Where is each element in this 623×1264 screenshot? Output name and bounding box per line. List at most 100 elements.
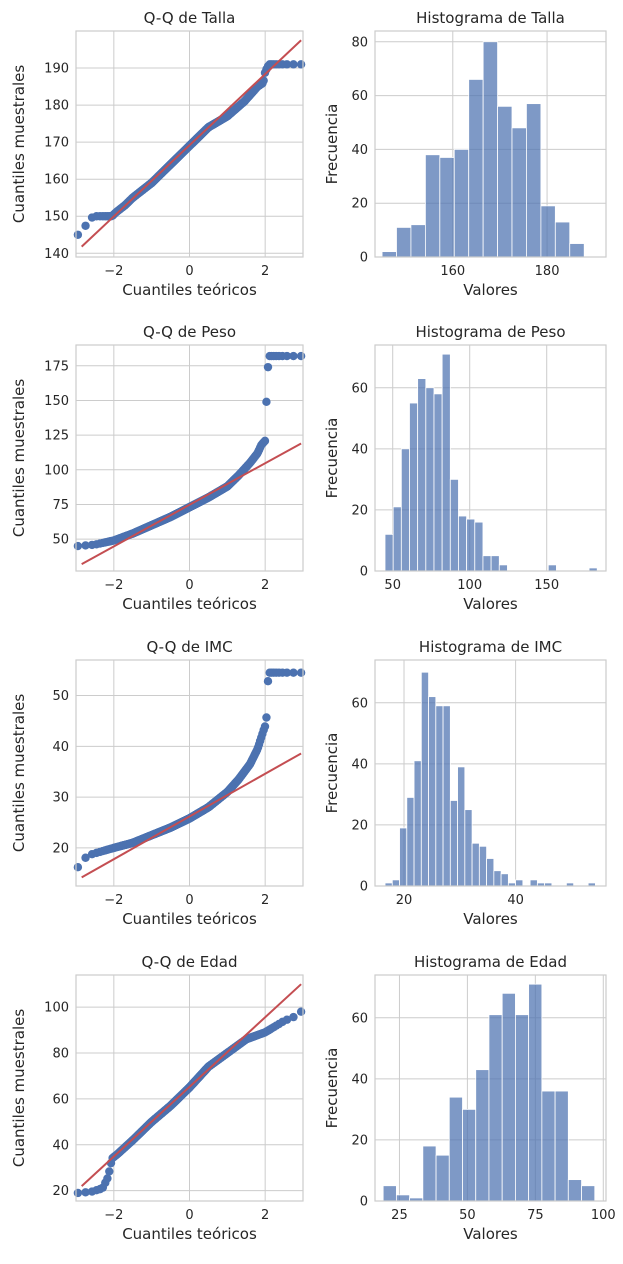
x-tick-label: 20 — [396, 893, 413, 908]
qq-point — [81, 541, 90, 550]
y-tick-label: 0 — [360, 1195, 368, 1210]
y-tick-label: 40 — [52, 1138, 69, 1153]
histogram-bar — [399, 827, 408, 887]
histogram-2: 50 100 150 0 20 40 60 Histograma de Peso Valores… — [323, 323, 607, 613]
histogram-bar — [540, 205, 556, 258]
histogram-bar — [515, 1014, 530, 1202]
x-tick-label: 50 — [459, 1208, 476, 1223]
histogram-bar — [464, 809, 473, 887]
y-tick-label: 60 — [351, 89, 368, 104]
y-tick-label: 170 — [44, 136, 69, 151]
x-axis-label: Cuantiles teóricos — [122, 595, 257, 613]
histogram-bar — [511, 127, 527, 258]
axes-frame — [374, 974, 607, 1202]
histogram-bar — [449, 800, 458, 887]
x-tick-label: 40 — [507, 893, 524, 908]
x-tick-label: −2 — [104, 264, 123, 279]
x-axis-label: Valores — [463, 281, 518, 299]
x-tick-label: −2 — [104, 578, 123, 593]
x-tick-label: 2 — [261, 578, 269, 593]
y-tick-label: 20 — [351, 818, 368, 833]
histogram-3: 20 40 0 20 40 60 Histograma de IMC Valores Frecu… — [323, 638, 607, 928]
y-axis-label: Cuantiles muestrales — [10, 694, 28, 853]
qq-point — [263, 676, 273, 686]
y-tick-label: 0 — [360, 880, 368, 895]
y-tick-label: 125 — [44, 429, 69, 444]
y-tick-label: 60 — [351, 696, 368, 711]
histogram-bar — [409, 402, 419, 572]
qq-point — [289, 1012, 298, 1022]
reference-line — [81, 752, 302, 879]
qq-point — [260, 436, 270, 446]
qq-point — [81, 853, 90, 862]
histogram-bar — [391, 879, 400, 887]
y-tick-label: 40 — [52, 740, 69, 755]
histogram-1: 160 180 0 20 40 60 80 Histograma de Talla Valore… — [323, 9, 607, 299]
y-tick-label: 100 — [44, 1001, 69, 1016]
histogram-bar — [547, 564, 557, 572]
histogram-bar — [392, 506, 402, 572]
x-tick-label: 0 — [185, 264, 193, 279]
qq-point — [262, 397, 271, 407]
histogram-bar — [478, 845, 487, 887]
histogram-bar — [413, 760, 422, 887]
histogram-bar — [441, 353, 451, 572]
y-tick-label: 100 — [44, 463, 69, 478]
histogram-bar — [554, 1090, 569, 1202]
histogram-bar — [428, 696, 437, 887]
y-tick-label: 75 — [52, 498, 69, 513]
qq-point — [296, 1007, 306, 1016]
x-tick-label: 150 — [534, 578, 559, 593]
histogram-bar — [541, 1090, 556, 1202]
histogram-bar — [420, 671, 429, 887]
qq-plot-4: −2 0 2 20 40 60 80 100 Q-Q de Edad Cuantiles teór… — [10, 953, 306, 1243]
histogram-bars — [381, 41, 585, 258]
histogram-bar — [462, 1108, 477, 1202]
histogram-bar — [569, 243, 585, 258]
histogram-bar — [382, 1185, 397, 1202]
qq-point — [296, 351, 306, 361]
chart-title: Histograma de IMC — [419, 638, 562, 656]
chart-title: Histograma de Edad — [414, 953, 567, 971]
chart-title: Q-Q de Talla — [144, 9, 236, 27]
qq-point — [296, 60, 306, 69]
histogram-bar — [497, 105, 513, 258]
x-axis-label: Cuantiles teóricos — [122, 281, 257, 299]
y-tick-label: 80 — [52, 1047, 69, 1062]
x-tick-label: 50 — [384, 578, 401, 593]
histogram-bar — [486, 858, 495, 887]
qq-plot-2: −2 0 2 50 75 100 125 150 175 Q-Q de Peso Cuantiles… — [10, 323, 306, 613]
histogram-bar — [529, 879, 538, 887]
axes-frame — [75, 659, 304, 887]
reference-line — [81, 442, 302, 565]
chart-title: Q-Q de Peso — [143, 323, 236, 341]
chart-title: Q-Q de Edad — [142, 953, 238, 971]
histogram-bar — [466, 518, 476, 572]
histogram-bar — [410, 224, 426, 258]
qq-point — [282, 668, 292, 677]
y-tick-label: 160 — [44, 173, 69, 188]
histogram-bar — [468, 79, 484, 258]
histogram-bar — [448, 1096, 463, 1202]
qq-point — [262, 713, 271, 722]
y-tick-label: 140 — [44, 247, 69, 262]
qq-point — [81, 1188, 90, 1197]
x-tick-label: 0 — [185, 893, 193, 908]
x-axis-label: Valores — [463, 1225, 518, 1243]
histogram-bar — [457, 766, 466, 887]
y-axis-label: Frecuencia — [323, 418, 341, 499]
y-tick-label: 60 — [351, 381, 368, 396]
histogram-bar — [435, 1154, 450, 1202]
chart-title: Q-Q de IMC — [146, 638, 232, 656]
x-tick-label: 100 — [591, 1208, 616, 1223]
histogram-bar — [417, 378, 427, 572]
y-tick-label: 150 — [44, 210, 69, 225]
histogram-bar — [384, 533, 394, 572]
y-tick-label: 175 — [44, 359, 69, 374]
histogram-bar — [526, 103, 542, 258]
histogram-bar — [442, 705, 451, 887]
y-tick-label: 0 — [360, 565, 368, 580]
histogram-bar — [554, 221, 571, 258]
qq-point — [103, 1174, 112, 1183]
histogram-bar — [395, 1194, 410, 1202]
